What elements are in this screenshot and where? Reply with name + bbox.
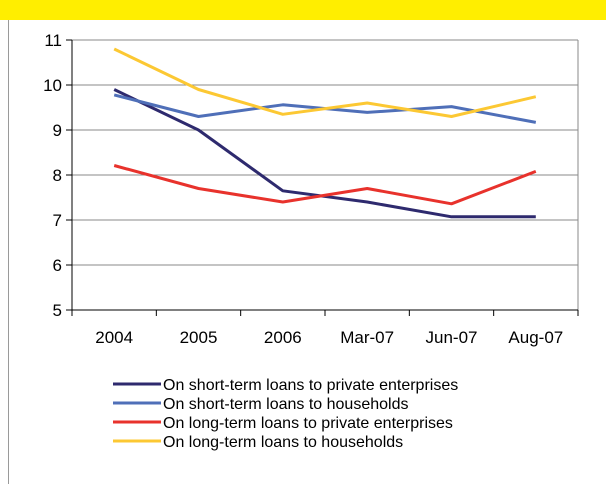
y-tick-label: 10 [43,76,62,95]
x-tick-label: Jun-07 [426,328,478,347]
x-tick-label: 2005 [180,328,218,347]
legend-label-4: On long-term loans to households [163,434,403,451]
y-tick-label: 8 [53,166,62,185]
y-tick-label: 6 [53,256,62,275]
legend-label-1: On short-term loans to private enterpris… [163,377,458,394]
legend: On short-term loans to private enterpris… [113,377,458,451]
top-color-band [0,0,606,20]
y-tick-label: 5 [53,301,62,320]
legend-label-3: On long-term loans to private enterprise… [163,415,453,432]
x-tick-label: 2004 [95,328,133,347]
series-lines [113,47,537,219]
y-tick-label: 7 [53,211,62,230]
gridlines [72,39,579,310]
y-tick-label: 9 [53,121,62,140]
tick-labels: 5 6 7 8 9 10 11 2004 2005 2006 Mar-07 Jun-07 Aug-07 [43,31,563,347]
x-tick-label: Mar-07 [340,328,394,347]
axes [66,39,579,316]
x-tick-label: Aug-07 [508,328,563,347]
series-line-4 [113,47,537,118]
legend-label-2: On short-term loans to households [163,396,408,413]
left-border-line [8,20,9,484]
y-tick-label: 11 [44,31,62,50]
x-tick-label: 2006 [264,328,302,347]
series-line-3 [113,164,537,206]
